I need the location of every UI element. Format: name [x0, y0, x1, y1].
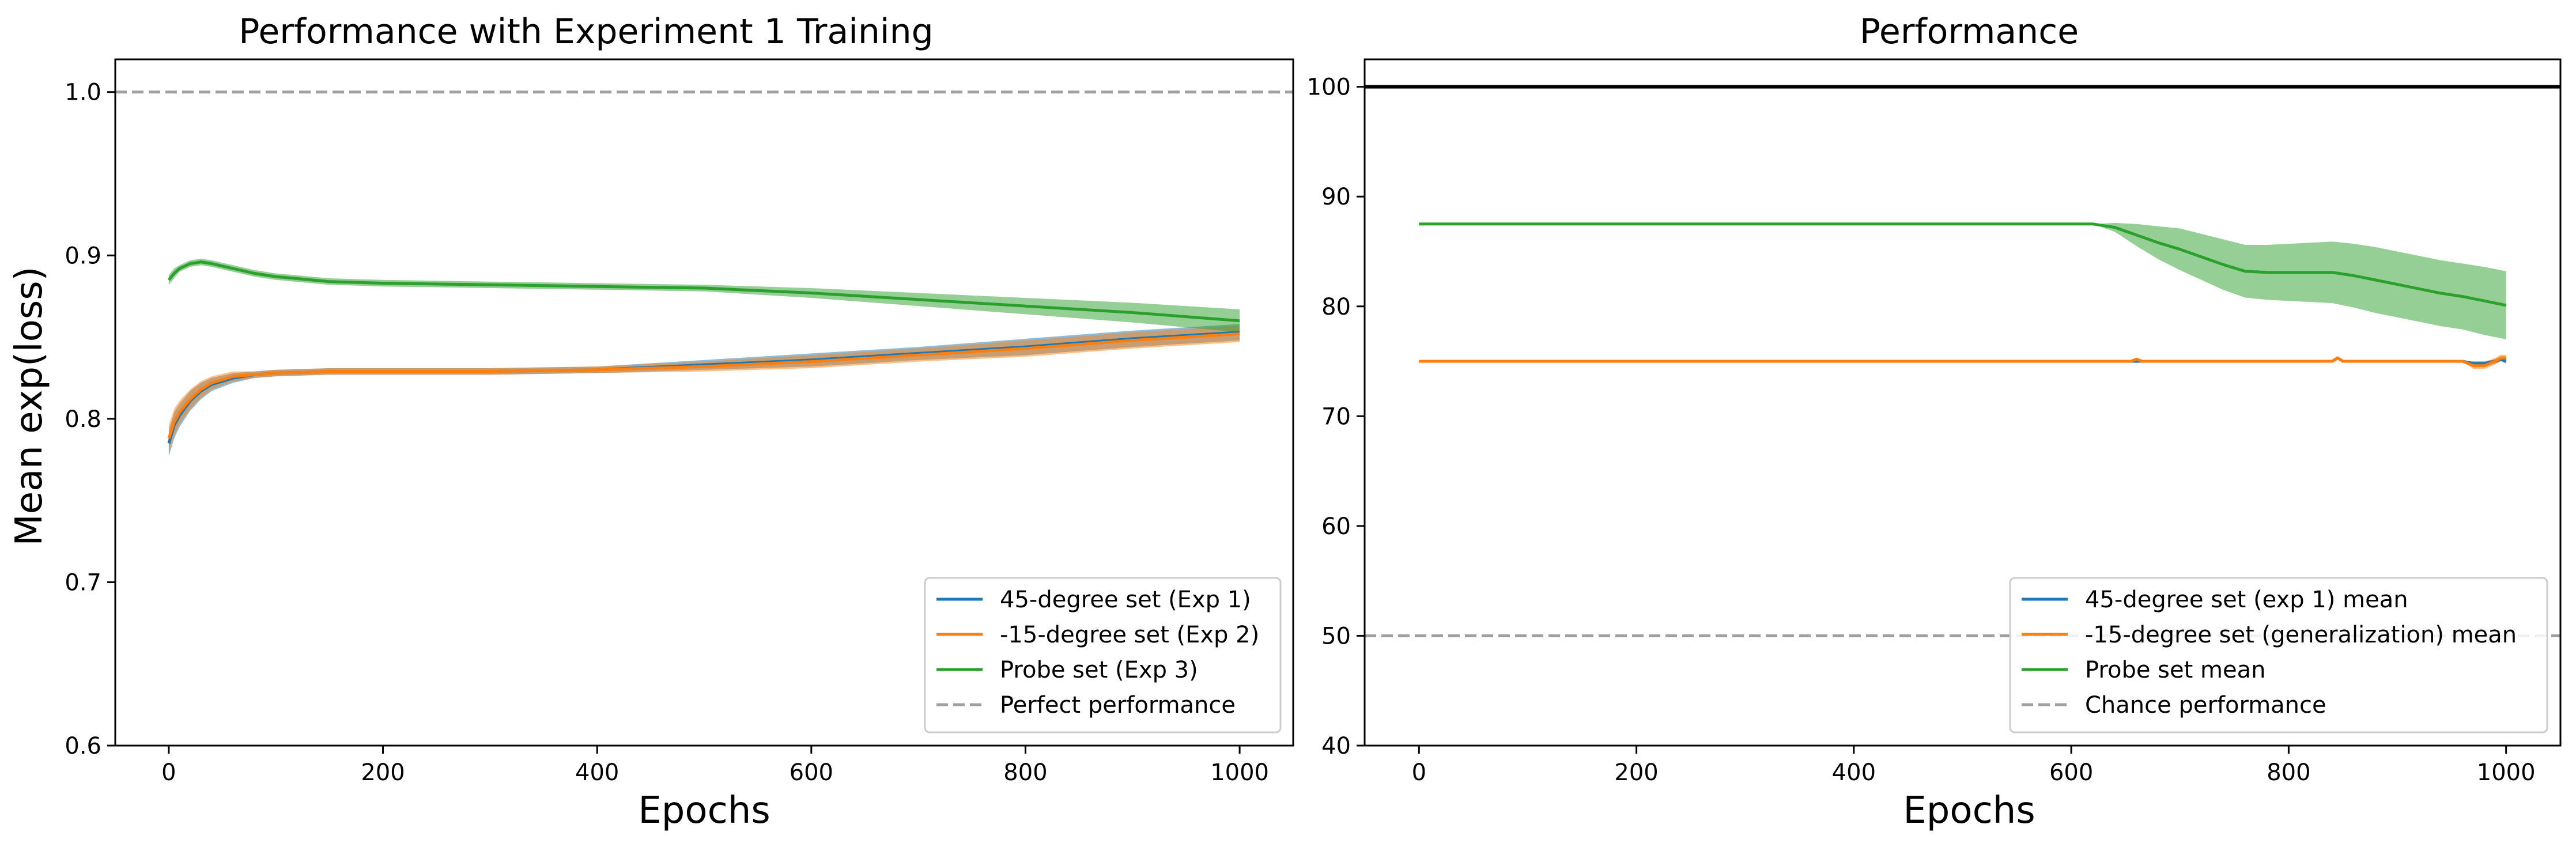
left-axes-frame: [114, 58, 1294, 747]
right-legend: 45-degree set (exp 1) mean -15-degree set…: [2009, 577, 2548, 733]
left-series-line-2: [167, 260, 1240, 323]
right-band-series-2: [1419, 222, 2506, 339]
left-plot-area: 0 200 400 600 800 1000 0.6 0.7 0.8 0.9 1.0 45-degre…: [65, 58, 1294, 786]
right-x-tick-label: 0: [1412, 759, 1426, 786]
right-x-tick-label: 1000: [2477, 759, 2536, 786]
left-band-series-2: [168, 259, 1240, 332]
right-series-line-1: [1419, 356, 2506, 368]
left-band-series-1: [168, 326, 1240, 452]
right-x-tick-label: 200: [1614, 759, 1658, 786]
right-legend-label: -15-degree set (generalization) mean: [2085, 622, 2517, 648]
left-y-tick-label: 0.9: [65, 243, 101, 269]
left-x-tick-label: 400: [575, 759, 619, 786]
left-chart: Performance with Experiment 1 Training E…: [8, 12, 1294, 832]
left-x-tick-label: 0: [161, 759, 176, 786]
left-chart-xlabel: Epochs: [638, 789, 770, 832]
right-y-tick-label: 60: [1321, 513, 1351, 540]
left-x-tick-label: 1000: [1210, 759, 1269, 786]
right-x-tick-label: 400: [1832, 759, 1876, 786]
right-legend-box: [2009, 577, 2548, 733]
right-y-tick-label: 70: [1321, 403, 1351, 430]
right-chart-title: Performance: [1860, 12, 2079, 52]
right-y-tick-label: 40: [1321, 733, 1351, 759]
right-y-tick-label: 50: [1321, 623, 1351, 649]
left-legend: 45-degree set (Exp 1) -15-degree set (Exp…: [924, 577, 1282, 733]
right-chart-xlabel: Epochs: [1903, 789, 2035, 832]
right-legend-label: 45-degree set (exp 1) mean: [2085, 587, 2408, 613]
left-legend-label: Probe set (Exp 3): [1000, 657, 1198, 683]
right-plot-area: 0 200 400 600 800 1000 40 50 60 70 80 90 100 45-degre…: [1307, 58, 2562, 786]
left-x-tick-label: 600: [790, 759, 833, 786]
left-legend-box: [924, 577, 1282, 733]
left-x-tick-label: 800: [1003, 759, 1047, 786]
right-axes-frame: [1363, 58, 2562, 747]
left-legend-label: -15-degree set (Exp 2): [1000, 622, 1259, 648]
right-y-tick-label: 80: [1321, 294, 1351, 320]
left-legend-label: 45-degree set (Exp 1): [1000, 587, 1251, 613]
left-y-tick-label: 0.7: [65, 569, 101, 596]
right-x-tick-label: 600: [2049, 759, 2093, 786]
left-series-line-1: [167, 332, 1240, 439]
right-series-line-2: [1419, 222, 2507, 307]
right-x-tick-label: 800: [2267, 759, 2310, 786]
left-x-tick-label: 200: [361, 759, 405, 786]
left-y-tick-label: 1.0: [65, 80, 101, 106]
left-chart-title: Performance with Experiment 1 Training: [239, 12, 933, 52]
right-y-tick-label: 100: [1307, 74, 1351, 101]
right-legend-label: Chance performance: [2085, 692, 2326, 719]
left-y-tick-label: 0.6: [65, 733, 101, 759]
right-chart: Performance Epochs 0 200 400 600 800 1000 40 50…: [1307, 12, 2562, 832]
left-chart-ylabel: Mean exp(loss): [8, 266, 51, 546]
right-y-tick-label: 90: [1321, 184, 1351, 210]
right-legend-label: Probe set mean: [2085, 657, 2265, 683]
left-y-tick-label: 0.8: [65, 406, 101, 433]
left-legend-label: Perfect performance: [1000, 692, 1236, 719]
